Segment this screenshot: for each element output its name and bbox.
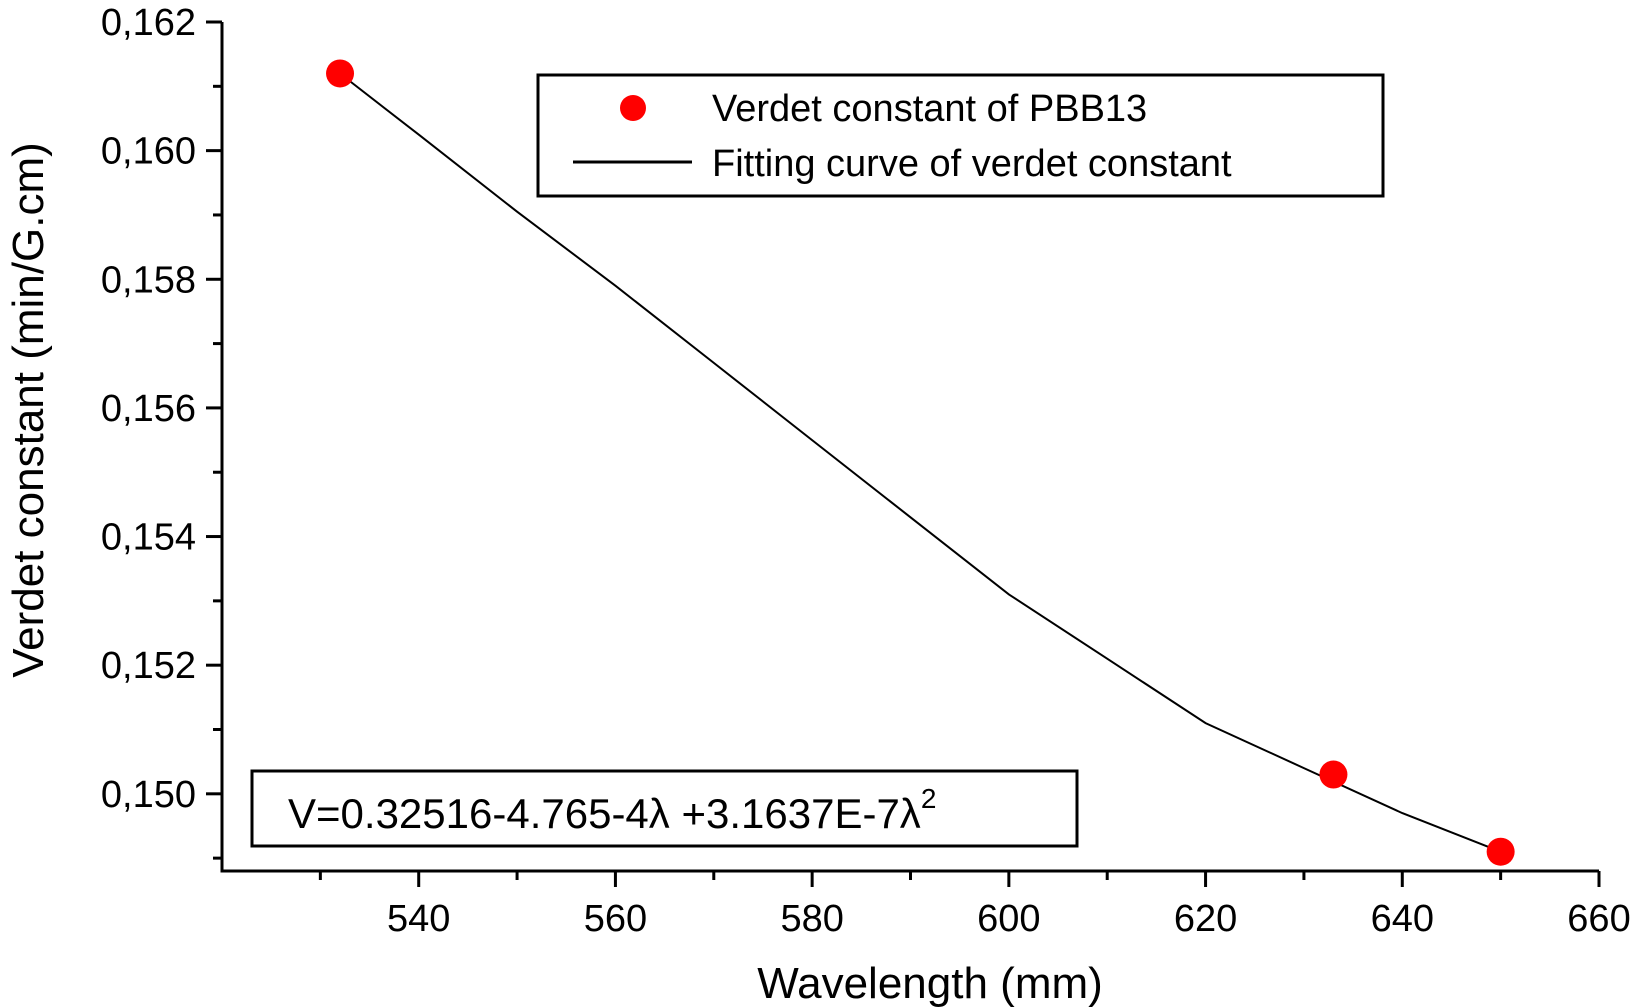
x-tick-label: 580 — [780, 898, 843, 940]
x-axis-title: Wavelength (mm) — [757, 959, 1103, 1008]
tick-marks — [206, 20, 1601, 887]
y-tick-label: 0,152 — [101, 645, 196, 687]
data-point — [1319, 760, 1348, 789]
data-points-layer — [326, 59, 1515, 866]
legend-marker-scatter — [620, 95, 646, 121]
equation-superscript: 2 — [921, 783, 937, 814]
tick-labels: 540 560 580 600 620 640 660 0,150 0,152 0,154 0,15… — [101, 2, 1631, 940]
x-tick-label: 540 — [387, 898, 450, 940]
y-tick-label: 0,154 — [101, 517, 196, 559]
y-axis-title: Verdet constant (min/G.cm) — [4, 142, 53, 678]
legend: Verdet constant of PBB13 Fitting curve o… — [536, 73, 1385, 198]
legend-box — [536, 73, 1385, 198]
fit-curve-layer — [339, 72, 1501, 853]
legend-label-scatter: Verdet constant of PBB13 — [712, 88, 1147, 130]
equation-box — [250, 769, 1079, 848]
y-tick-label: 0,150 — [101, 774, 196, 816]
legend-label-line: Fitting curve of verdet constant — [712, 143, 1232, 185]
equation-text: V=0.32516-4.765-4λ +3.1637E-7λ2 — [288, 783, 936, 837]
data-point — [1486, 837, 1515, 866]
equation-annotation: V=0.32516-4.765-4λ +3.1637E-7λ2 — [250, 769, 1079, 848]
x-tick-label: 640 — [1371, 898, 1434, 940]
y-tick-label: 0,156 — [101, 388, 196, 430]
x-tick-label: 600 — [977, 898, 1040, 940]
y-tick-label: 0,162 — [101, 2, 196, 44]
y-tick-label: 0,160 — [101, 131, 196, 173]
y-tick-label: 0,158 — [101, 259, 196, 301]
x-tick-label: 620 — [1174, 898, 1237, 940]
fit-curve — [339, 72, 1501, 853]
data-point — [326, 59, 355, 88]
x-tick-label: 560 — [584, 898, 647, 940]
x-tick-label: 660 — [1567, 898, 1630, 940]
equation-main: V=0.32516-4.765-4λ +3.1637E-7λ — [288, 790, 921, 837]
